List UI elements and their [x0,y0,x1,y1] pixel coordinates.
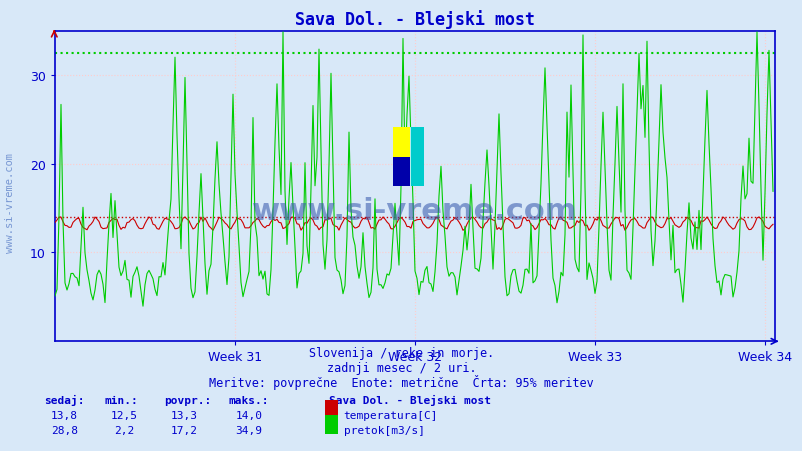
Text: zadnji mesec / 2 uri.: zadnji mesec / 2 uri. [326,361,476,374]
Text: Slovenija / reke in morje.: Slovenija / reke in morje. [309,346,493,359]
Bar [410,128,423,157]
Text: sedaj:: sedaj: [44,394,84,405]
Text: 28,8: 28,8 [51,425,78,435]
Text: 13,3: 13,3 [171,410,198,420]
Text: www.si-vreme.com: www.si-vreme.com [5,153,14,253]
Text: 12,5: 12,5 [111,410,138,420]
Text: Meritve: povprečne  Enote: metrične  Črta: 95% meritev: Meritve: povprečne Enote: metrične Črta:… [209,374,593,389]
Text: min.:: min.: [104,395,138,405]
Text: 13,8: 13,8 [51,410,78,420]
Text: 14,0: 14,0 [235,410,262,420]
Text: temperatura[C]: temperatura[C] [343,410,438,420]
Bar [393,128,410,157]
Text: www.si-vreme.com: www.si-vreme.com [252,197,577,226]
Text: maks.:: maks.: [229,395,269,405]
Text: 17,2: 17,2 [171,425,198,435]
Text: pretok[m3/s]: pretok[m3/s] [343,425,424,435]
Text: Sava Dol. - Blejski most: Sava Dol. - Blejski most [329,394,491,405]
Text: povpr.:: povpr.: [164,395,212,405]
Text: 2,2: 2,2 [114,425,135,435]
Bar [393,157,410,187]
Text: 34,9: 34,9 [235,425,262,435]
Bar [410,157,423,187]
Title: Sava Dol. - Blejski most: Sava Dol. - Blejski most [294,10,534,29]
